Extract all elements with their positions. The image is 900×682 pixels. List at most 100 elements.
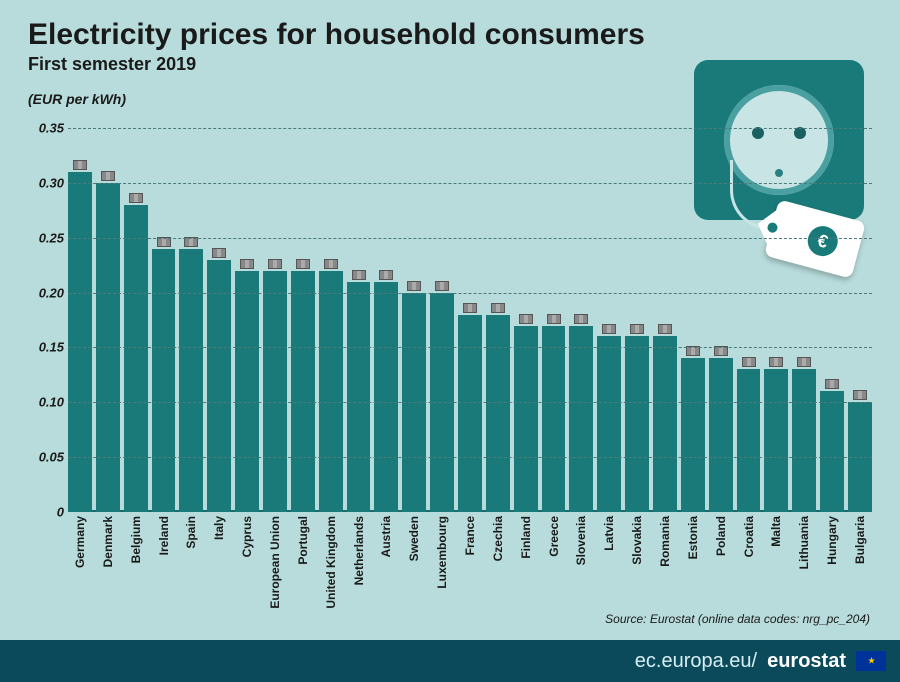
x-label-column: Slovenia	[569, 514, 593, 632]
bar	[737, 369, 761, 512]
bar-column	[764, 128, 788, 512]
bar	[681, 358, 705, 512]
x-tick-label: Lithuania	[797, 516, 811, 569]
x-tick-label: Malta	[769, 516, 783, 547]
country-flag-icon	[240, 259, 254, 269]
bar-column	[625, 128, 649, 512]
bar-column	[68, 128, 92, 512]
country-flag-icon	[769, 357, 783, 367]
x-label-column: Germany	[68, 514, 92, 632]
gridline	[68, 183, 872, 184]
bar	[597, 336, 621, 512]
bar	[347, 282, 371, 512]
source-text: Source: Eurostat (online data codes: nrg…	[605, 612, 870, 626]
plot-area: 00.050.100.150.200.250.300.35	[68, 128, 872, 512]
bar-column	[458, 128, 482, 512]
bar	[764, 369, 788, 512]
x-tick-label: Portugal	[296, 516, 310, 565]
country-flag-icon	[491, 303, 505, 313]
bar-column	[542, 128, 566, 512]
country-flag-icon	[407, 281, 421, 291]
bar-column	[124, 128, 148, 512]
country-flag-icon	[324, 259, 338, 269]
x-label-column: Czechia	[486, 514, 510, 632]
gridline	[68, 457, 872, 458]
bar	[207, 260, 231, 512]
x-tick-label: Netherlands	[352, 516, 366, 585]
y-tick-label: 0	[26, 505, 64, 520]
bar-column	[347, 128, 371, 512]
gridline	[68, 347, 872, 348]
bar	[152, 249, 176, 512]
x-label-column: France	[458, 514, 482, 632]
x-label-column: Luxembourg	[430, 514, 454, 632]
country-flag-icon	[129, 193, 143, 203]
y-tick-label: 0.15	[26, 340, 64, 355]
x-label-column: Denmark	[96, 514, 120, 632]
bar-column	[514, 128, 538, 512]
chart-area: Electricity prices for household consume…	[0, 0, 900, 640]
bar-column	[569, 128, 593, 512]
country-flag-icon	[435, 281, 449, 291]
bar-column	[848, 128, 872, 512]
x-tick-label: Poland	[714, 516, 728, 556]
x-label-column: Greece	[542, 514, 566, 632]
gridline	[68, 402, 872, 403]
x-tick-label: France	[463, 516, 477, 555]
gridline	[68, 238, 872, 239]
bar	[514, 326, 538, 513]
x-tick-label: Slovakia	[630, 516, 644, 565]
bar-column	[737, 128, 761, 512]
country-flag-icon	[519, 314, 533, 324]
bar-column	[681, 128, 705, 512]
x-tick-label: Latvia	[602, 516, 616, 551]
bar-column	[235, 128, 259, 512]
x-label-column: Austria	[374, 514, 398, 632]
bar-column	[319, 128, 343, 512]
x-label-column: Cyprus	[235, 514, 259, 632]
country-flag-icon	[463, 303, 477, 313]
x-tick-label: Ireland	[157, 516, 171, 555]
y-tick-label: 0.25	[26, 230, 64, 245]
bar	[179, 249, 203, 512]
bar-column	[207, 128, 231, 512]
gridline	[68, 293, 872, 294]
x-tick-label: Germany	[73, 516, 87, 568]
bar	[291, 271, 315, 512]
footer-url-brand: eurostat	[767, 650, 846, 673]
country-flag-icon	[101, 171, 115, 181]
bar-column	[430, 128, 454, 512]
country-flag-icon	[268, 259, 282, 269]
chart-title: Electricity prices for household consume…	[28, 18, 872, 52]
x-label-column: Ireland	[152, 514, 176, 632]
bar	[374, 282, 398, 512]
bar	[569, 326, 593, 513]
bar-column	[374, 128, 398, 512]
x-label-column: Italy	[207, 514, 231, 632]
country-flag-icon	[797, 357, 811, 367]
footer-url-domain: ec.europa.eu/	[635, 650, 757, 673]
y-tick-label: 0.20	[26, 285, 64, 300]
x-tick-label: Sweden	[407, 516, 421, 561]
x-label-column: Belgium	[124, 514, 148, 632]
bar-column	[179, 128, 203, 512]
y-tick-label: 0.30	[26, 175, 64, 190]
bar	[458, 315, 482, 512]
bar	[486, 315, 510, 512]
x-tick-label: Hungary	[825, 516, 839, 565]
footer-bar: ec.europa.eu/eurostat	[0, 640, 900, 682]
x-label-column: Spain	[179, 514, 203, 632]
x-label-column: Portugal	[291, 514, 315, 632]
country-flag-icon	[602, 324, 616, 334]
bar-column	[291, 128, 315, 512]
bars-container	[68, 128, 872, 512]
x-tick-label: Croatia	[742, 516, 756, 557]
bar	[263, 271, 287, 512]
bar	[792, 369, 816, 512]
x-tick-label: Finland	[519, 516, 533, 559]
bar	[709, 358, 733, 512]
country-flag-icon	[853, 390, 867, 400]
bar-column	[96, 128, 120, 512]
x-tick-label: Czechia	[491, 516, 505, 561]
country-flag-icon	[547, 314, 561, 324]
